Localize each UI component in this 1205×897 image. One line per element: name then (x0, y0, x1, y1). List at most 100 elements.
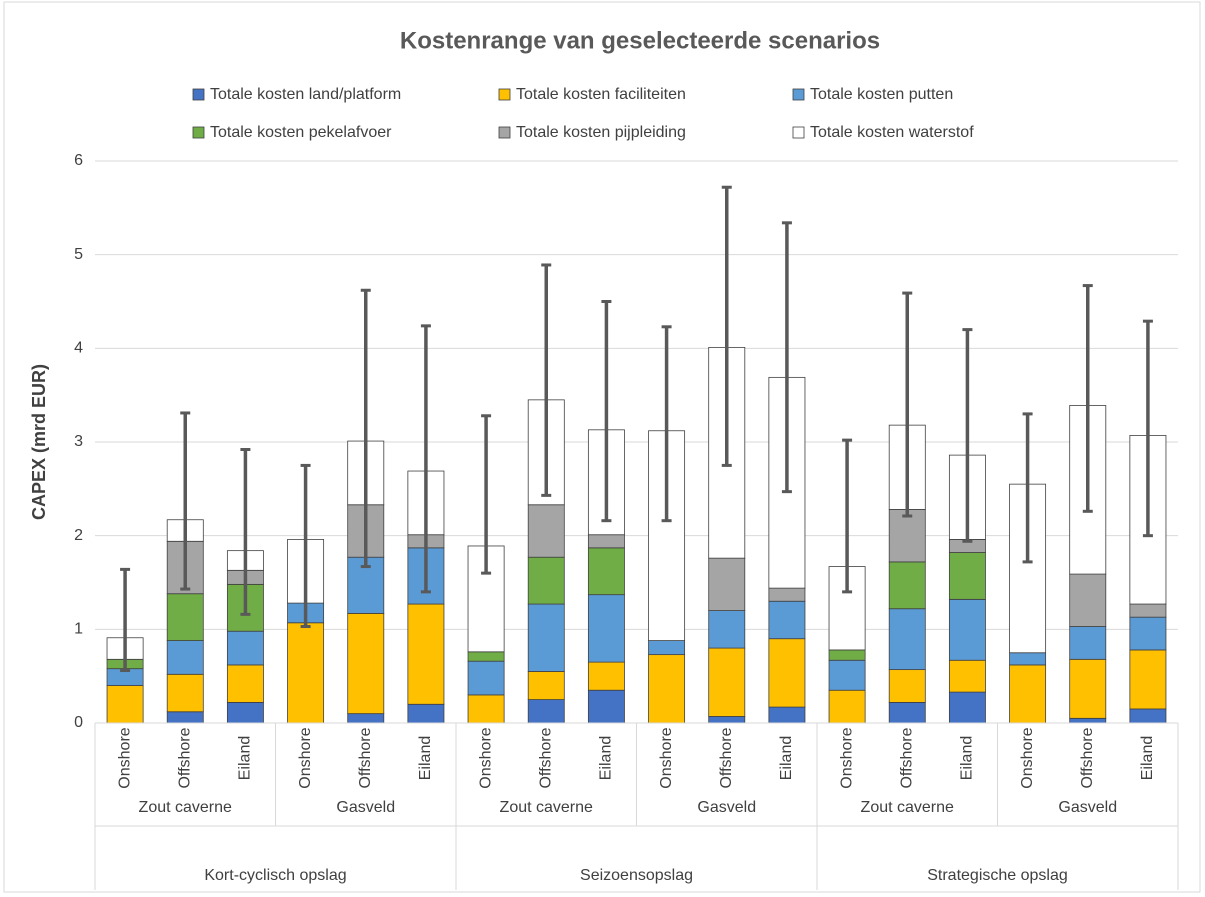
bar-segment (828, 659, 866, 691)
bar-segment (166, 673, 204, 713)
group-label: Gasveld (336, 799, 395, 816)
y-tick-label: 0 (74, 714, 83, 731)
group-label: Gasveld (697, 799, 756, 816)
bar-segment (287, 622, 325, 724)
x-tick-label: Offshore (1079, 727, 1096, 788)
x-tick-label: Offshore (537, 727, 554, 788)
y-tick-label: 4 (74, 340, 83, 357)
bar-segment (587, 534, 625, 549)
bar-segment (1009, 664, 1047, 724)
bar-segment (106, 685, 144, 724)
bar-segment (708, 716, 746, 724)
bar-segment (708, 557, 746, 612)
bar-segment (1009, 652, 1047, 666)
legend-swatch (792, 126, 805, 139)
legend-label: Totale kosten pijpleiding (516, 124, 686, 141)
x-tick-label: Offshore (718, 727, 735, 788)
bar-segment (166, 711, 204, 724)
bar-segment (527, 699, 565, 724)
x-tick-label: Onshore (477, 727, 494, 788)
bar-segment (1069, 626, 1107, 660)
supergroup-label: Kort-cyclisch opslag (204, 867, 346, 884)
bar-segment (768, 587, 806, 602)
bar-segment (347, 713, 385, 724)
x-tick-label: Eiland (1139, 736, 1156, 780)
x-tick-label: Offshore (176, 727, 193, 788)
legend-swatch (792, 88, 805, 101)
y-tick-label: 5 (74, 246, 83, 263)
bar-segment (768, 600, 806, 640)
group-label: Zout caverne (139, 799, 232, 816)
x-tick-label: Onshore (297, 727, 314, 788)
legend-swatch (192, 126, 205, 139)
bar-segment (948, 659, 986, 693)
bar-segment (226, 630, 264, 666)
legend-swatch (192, 88, 205, 101)
group-label: Zout caverne (500, 799, 593, 816)
bar-segment (1129, 708, 1167, 724)
bar-segment (768, 706, 806, 724)
bar-segment (948, 552, 986, 600)
y-tick-label: 3 (74, 433, 83, 450)
bar-segment (467, 660, 505, 696)
bar-segment (166, 640, 204, 675)
bar-segment (888, 561, 926, 610)
group-label: Gasveld (1058, 799, 1117, 816)
x-tick-label: Onshore (1019, 727, 1036, 788)
bar-segment (407, 703, 445, 724)
bar-segment (888, 608, 926, 671)
legend-label: Totale kosten waterstof (810, 124, 974, 141)
legend-label: Totale kosten faciliteiten (516, 86, 686, 103)
x-tick-label: Eiland (778, 736, 795, 780)
bar-segment (828, 689, 866, 724)
bar-segment (347, 613, 385, 715)
bar-segment (1069, 573, 1107, 627)
bar-segment (587, 547, 625, 596)
bar-segment (467, 694, 505, 724)
bar-segment (648, 654, 686, 724)
group-label: Zout caverne (861, 799, 954, 816)
bar-segment (1129, 603, 1167, 618)
bar-segment (648, 640, 686, 656)
x-tick-label: Eiland (598, 736, 615, 780)
bar-segment (587, 689, 625, 724)
x-tick-label: Onshore (116, 727, 133, 788)
bar-segment (166, 593, 204, 641)
bar-segment (587, 661, 625, 691)
x-tick-label: Eiland (417, 736, 434, 780)
x-tick-label: Offshore (898, 727, 915, 788)
legend-swatch (498, 126, 511, 139)
chart-title: Kostenrange van geselecteerde scenarios (400, 27, 880, 54)
bar-segment (888, 701, 926, 724)
bar-segment (226, 664, 264, 703)
x-tick-label: Onshore (838, 727, 855, 788)
y-tick-label: 1 (74, 621, 83, 638)
bar-segment (708, 610, 746, 649)
bar-segment (407, 603, 445, 705)
x-tick-label: Eiland (959, 736, 976, 780)
supergroup-label: Seizoensopslag (580, 867, 693, 884)
bar-segment (1009, 483, 1047, 654)
bar-segment (1129, 649, 1167, 710)
bar-segment (888, 669, 926, 703)
bar-segment (768, 638, 806, 708)
legend-swatch (498, 88, 511, 101)
legend-label: Totale kosten land/platform (210, 86, 401, 103)
y-tick-label: 6 (74, 152, 83, 169)
bar-segment (467, 651, 505, 662)
x-tick-label: Eiland (237, 736, 254, 780)
bar-segment (527, 504, 565, 558)
bar-segment (708, 647, 746, 717)
bar-segment (948, 598, 986, 661)
bar-segment (527, 603, 565, 672)
bar-segment (226, 701, 264, 724)
legend-label: Totale kosten putten (810, 86, 953, 103)
supergroup-label: Strategische opslag (927, 867, 1068, 884)
bar-segment (1069, 658, 1107, 719)
bar-segment (828, 649, 866, 661)
y-axis-label: CAPEX (mrd EUR) (29, 364, 49, 520)
bar-segment (587, 594, 625, 663)
y-tick-label: 2 (74, 527, 83, 544)
legend-label: Totale kosten pekelafvoer (210, 124, 392, 141)
